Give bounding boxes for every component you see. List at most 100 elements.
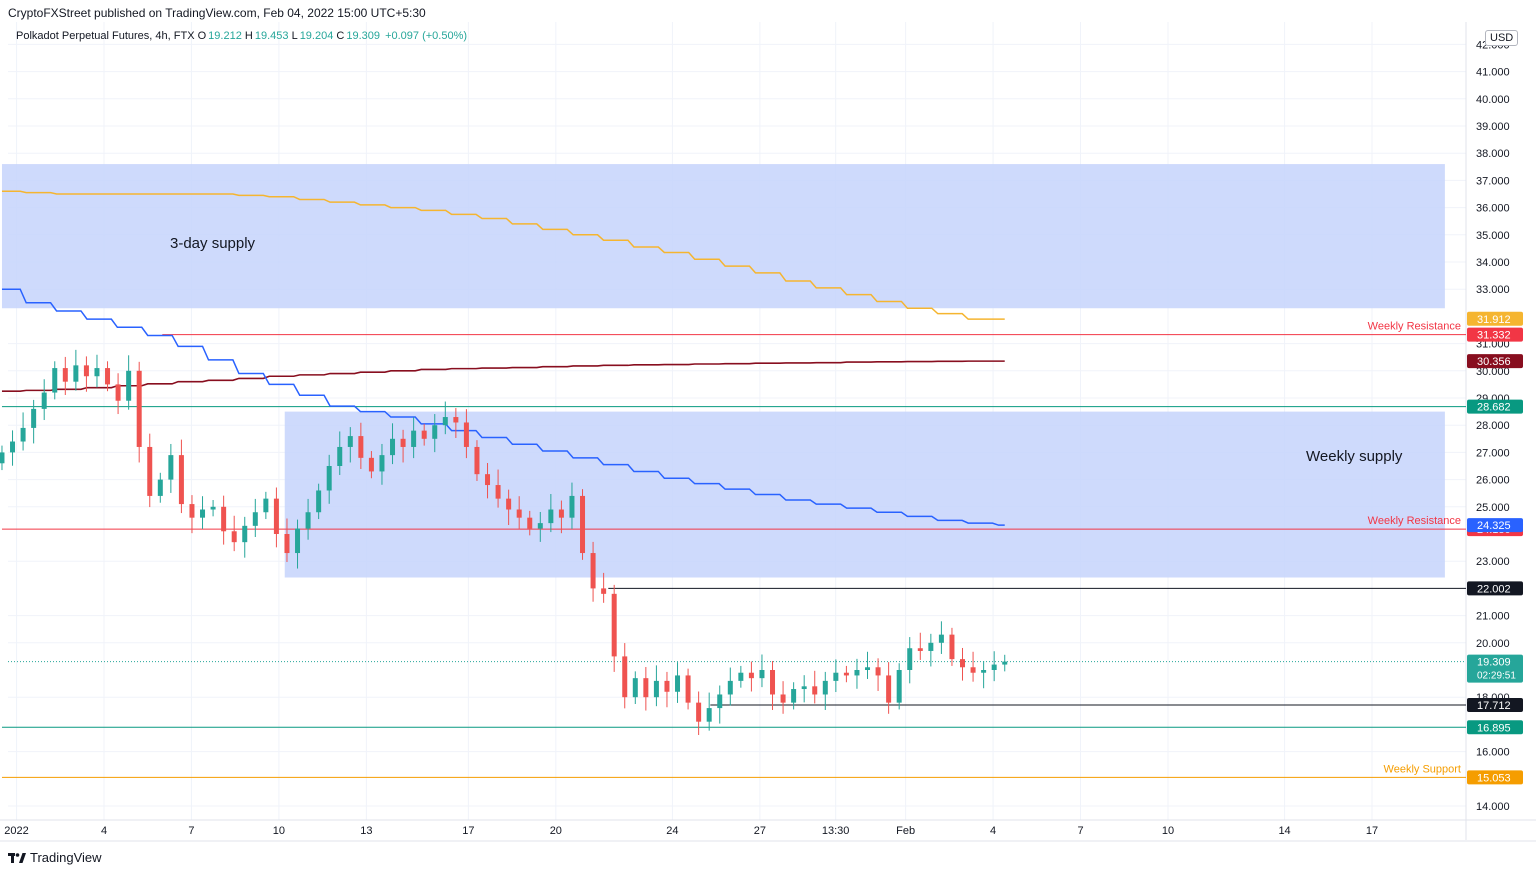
candle-body (801, 686, 807, 690)
price-tick-label: 14.000 (1476, 801, 1510, 813)
time-tick-label: 7 (1077, 825, 1083, 837)
candle-body (664, 680, 670, 692)
symbol-name: Polkadot Perpetual Futures, 4h, FTX (16, 30, 195, 42)
candle-body (157, 479, 163, 496)
time-tick-label: 20 (550, 825, 562, 837)
weekly-support-price-tag: 15.053 (1477, 772, 1511, 784)
candle-body (938, 634, 944, 643)
candle-body (337, 446, 343, 466)
time-axis[interactable]: 2022 4 7 10 13 17 20 24 27 13:30 Feb 4 7 10 14 17 (4, 825, 1378, 837)
price-tick-label: 20.000 (1476, 638, 1510, 650)
weekly-resistance-upper-label: Weekly Resistance (1368, 321, 1461, 333)
candle-body (949, 634, 955, 660)
candle-body (727, 680, 733, 695)
candle-body (200, 509, 206, 518)
candle-body (833, 672, 839, 681)
candle-body (221, 506, 227, 532)
candle-body (485, 474, 491, 486)
candle-body (252, 512, 258, 526)
maroon-ma-line (1, 360, 1005, 392)
candle-body (1002, 661, 1008, 665)
level-22-price-tag-bg (1467, 581, 1523, 596)
candle-body (611, 593, 617, 657)
weekly-support-label: Weekly Support (1384, 763, 1461, 775)
candle-body (896, 670, 902, 703)
level-28-price-tag: 28.682 (1477, 402, 1511, 414)
candle-body (981, 670, 987, 673)
candle-body (411, 430, 417, 447)
price-tick-label: 33.000 (1476, 284, 1510, 296)
yellow-ma-tag: 31.912 (1477, 314, 1511, 326)
candle-body (917, 648, 923, 651)
candle-body (189, 504, 195, 518)
time-tick-label: 14 (1278, 825, 1290, 837)
level-16-price-tag-bg (1467, 720, 1523, 735)
candle-body (907, 648, 913, 670)
level-28-price-tag-bg (1467, 399, 1523, 414)
candle-body (474, 446, 480, 475)
candle-body (759, 670, 765, 679)
time-tick-label: 17 (1366, 825, 1378, 837)
candle-body (516, 509, 522, 518)
candle-body (358, 436, 364, 458)
candle-body (706, 708, 712, 722)
candle-body (780, 694, 786, 703)
candle-body (263, 498, 269, 513)
candle-body (495, 485, 501, 499)
low-value: 19.204 (299, 30, 334, 42)
candle-body (748, 672, 754, 679)
candle-body (622, 656, 628, 698)
candle-body (886, 675, 892, 703)
candle-body (242, 525, 248, 543)
candle-body (305, 512, 311, 529)
price-tick-label: 16.000 (1476, 747, 1510, 759)
maroon-ma-tag-bg (1467, 354, 1523, 369)
level-16-price-tag: 16.895 (1477, 722, 1511, 734)
weekly-resistance-upper-price-tag-bg (1467, 327, 1523, 342)
candle-body (105, 368, 111, 385)
candle-body (558, 509, 564, 518)
blue-ma-tag: 24.325 (1477, 520, 1511, 532)
candles (0, 349, 1008, 736)
currency-button[interactable]: USD (1485, 30, 1519, 46)
moving-averages (1, 190, 1005, 526)
candle-body (843, 672, 849, 676)
candle-body (347, 436, 353, 447)
candle-body (83, 365, 89, 377)
candle-body (73, 365, 79, 382)
time-tick-label: 17 (462, 825, 474, 837)
time-tick-label: 4 (990, 825, 996, 837)
candle-body (231, 531, 237, 543)
tradingview-logo-icon (8, 852, 26, 863)
supply-zone-2 (284, 411, 1445, 578)
time-tick-label: 10 (1162, 825, 1174, 837)
candle-body (812, 686, 818, 695)
tradingview-footer[interactable]: TradingView (8, 850, 102, 865)
price-tick-label: 39.000 (1476, 121, 1510, 133)
candle-body (590, 553, 596, 589)
price-axis[interactable]: 14.00016.00018.00020.00021.00023.00025.0… (1467, 39, 1523, 813)
candle-body (717, 694, 723, 709)
candle-body (136, 370, 142, 447)
last-price-tag-bg (1467, 654, 1523, 683)
candle-body (791, 689, 797, 703)
close-label: C (336, 30, 345, 42)
price-tick-label: 36.000 (1476, 203, 1510, 215)
candle-body (326, 466, 332, 491)
low-label: L (291, 30, 298, 42)
candle-body (960, 659, 966, 668)
candle-body (20, 427, 26, 442)
weekly-resistance-lower-label: Weekly Resistance (1368, 515, 1461, 527)
supply-zones: 3-day supply Weekly supply (1, 164, 1445, 578)
tradingview-logo-text: TradingView (30, 850, 102, 865)
candle-body (62, 368, 68, 382)
candle-body (115, 384, 121, 401)
candle-body (643, 678, 649, 698)
candle-body (0, 452, 5, 464)
candle-body (379, 455, 385, 472)
candle-body (854, 670, 860, 676)
candle-body (770, 670, 776, 695)
level-17-price-tag-bg (1467, 698, 1523, 713)
candle-body (390, 438, 396, 456)
